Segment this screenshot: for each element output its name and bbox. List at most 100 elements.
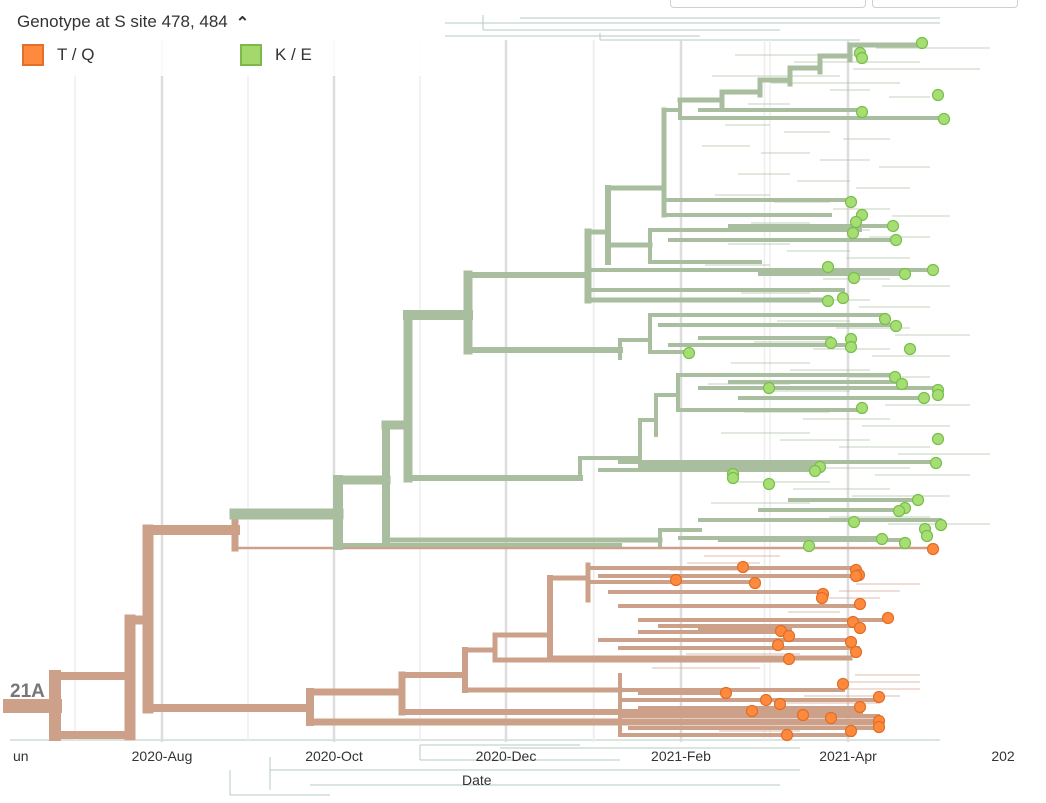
tip-ke — [895, 377, 909, 391]
branch-ke — [662, 108, 852, 217]
tip-ke — [917, 391, 931, 405]
chevron-up-icon[interactable]: ⌃ — [235, 15, 250, 32]
tip-tq — [844, 724, 858, 738]
tip-tq — [844, 635, 858, 649]
tip-ke — [889, 233, 903, 247]
tip-tq — [669, 573, 683, 587]
x-axis-title: Date — [462, 772, 492, 788]
tip-tq — [745, 704, 759, 718]
tip-ke — [920, 529, 934, 543]
tip-tq — [849, 645, 863, 659]
x-tick-label: 2020-Dec — [476, 748, 537, 764]
branch-ke — [605, 185, 667, 248]
legend-swatch-tq — [22, 44, 44, 66]
tip-ke — [855, 105, 869, 119]
tip-tq — [824, 711, 838, 725]
tip-tq — [771, 638, 785, 652]
tip-ke — [875, 532, 889, 546]
legend-title[interactable]: Genotype at S site 478, 484 ⌃ — [17, 12, 249, 32]
branch-ke — [618, 313, 897, 360]
legend-label-ke: K / E — [275, 45, 312, 64]
x-tick-label: 202 — [991, 748, 1015, 764]
tree-branches — [3, 42, 990, 741]
tip-tq — [853, 621, 867, 635]
tip-tq — [881, 611, 895, 625]
tip-ke — [937, 112, 951, 126]
tip-tq — [759, 693, 773, 707]
tip-ke — [847, 515, 861, 529]
tip-ke — [844, 195, 858, 209]
tip-ke — [682, 346, 696, 360]
tip-ke — [762, 381, 776, 395]
tip-tq — [853, 597, 867, 611]
tip-ke — [844, 340, 858, 354]
tip-ke — [808, 464, 822, 478]
tip-ke — [836, 291, 850, 305]
tip-ke — [898, 536, 912, 550]
tip-tq — [836, 677, 850, 691]
branch-tq — [586, 566, 890, 650]
tip-ke — [802, 539, 816, 553]
tip-ke — [855, 401, 869, 415]
legend-panel — [0, 0, 440, 76]
legend-title-text: Genotype at S site 478, 484 — [17, 12, 228, 31]
tip-ke — [849, 215, 863, 229]
branch-ke — [648, 224, 897, 264]
branch-ke — [598, 460, 937, 472]
tip-tq — [736, 560, 750, 574]
tip-ke — [915, 36, 929, 50]
x-tick-label: 2020-Oct — [305, 748, 363, 764]
tip-ke — [878, 312, 892, 326]
tip-ke — [855, 51, 869, 65]
tip-ke — [726, 471, 740, 485]
tip-ke — [931, 88, 945, 102]
tip-ke — [886, 219, 900, 233]
x-tick-label: 2021-Apr — [819, 748, 877, 764]
date-gridlines — [74, 40, 850, 742]
tip-tq — [853, 700, 867, 714]
tip-tq — [780, 728, 794, 742]
top-toolbar-button-1[interactable] — [670, 0, 866, 8]
branch-ke — [586, 268, 934, 292]
tip-tq — [748, 576, 762, 590]
tip-ke — [911, 493, 925, 507]
tip-tq — [872, 720, 886, 734]
tip-ke — [821, 294, 835, 308]
tip-ke — [892, 504, 906, 518]
x-axis-ticks: un 2020-Aug 2020-Oct 2020-Dec 2021-Feb 2021-A… — [13, 748, 1015, 764]
branch-tq — [547, 575, 853, 661]
tip-ke — [898, 267, 912, 281]
tip-ke — [934, 518, 948, 532]
tip-tq — [773, 697, 787, 711]
tip-ke — [846, 226, 860, 240]
tip-ke — [821, 260, 835, 274]
tip-ke — [847, 271, 861, 285]
legend-swatch-ke — [240, 44, 262, 66]
branch-ke-ladder — [677, 42, 925, 111]
x-tick-label: un — [13, 748, 29, 764]
tip-tq — [815, 591, 829, 605]
tip-tq — [782, 652, 796, 666]
legend-entry-ke[interactable]: K / E — [240, 42, 312, 68]
tip-tq — [796, 708, 810, 722]
tip-ke — [931, 388, 945, 402]
x-tick-label: 2021-Feb — [651, 748, 711, 764]
tip-ke — [903, 342, 917, 356]
tip-tq — [782, 629, 796, 643]
legend-label-tq: T / Q — [57, 45, 95, 64]
branch-ke — [465, 272, 623, 353]
background-context-tree — [10, 15, 940, 796]
branch-tq — [462, 647, 623, 693]
tip-tq — [872, 690, 886, 704]
top-toolbar-button-2[interactable] — [872, 0, 1018, 8]
root-children — [51, 672, 134, 739]
branch-ke — [585, 229, 823, 303]
tip-tq — [926, 542, 940, 556]
branch-ke — [658, 498, 942, 547]
tip-ke — [824, 336, 838, 350]
legend-entry-tq[interactable]: T / Q — [22, 42, 94, 68]
tip-ke — [926, 263, 940, 277]
tip-tq — [719, 686, 733, 700]
tip-tq — [849, 569, 863, 583]
